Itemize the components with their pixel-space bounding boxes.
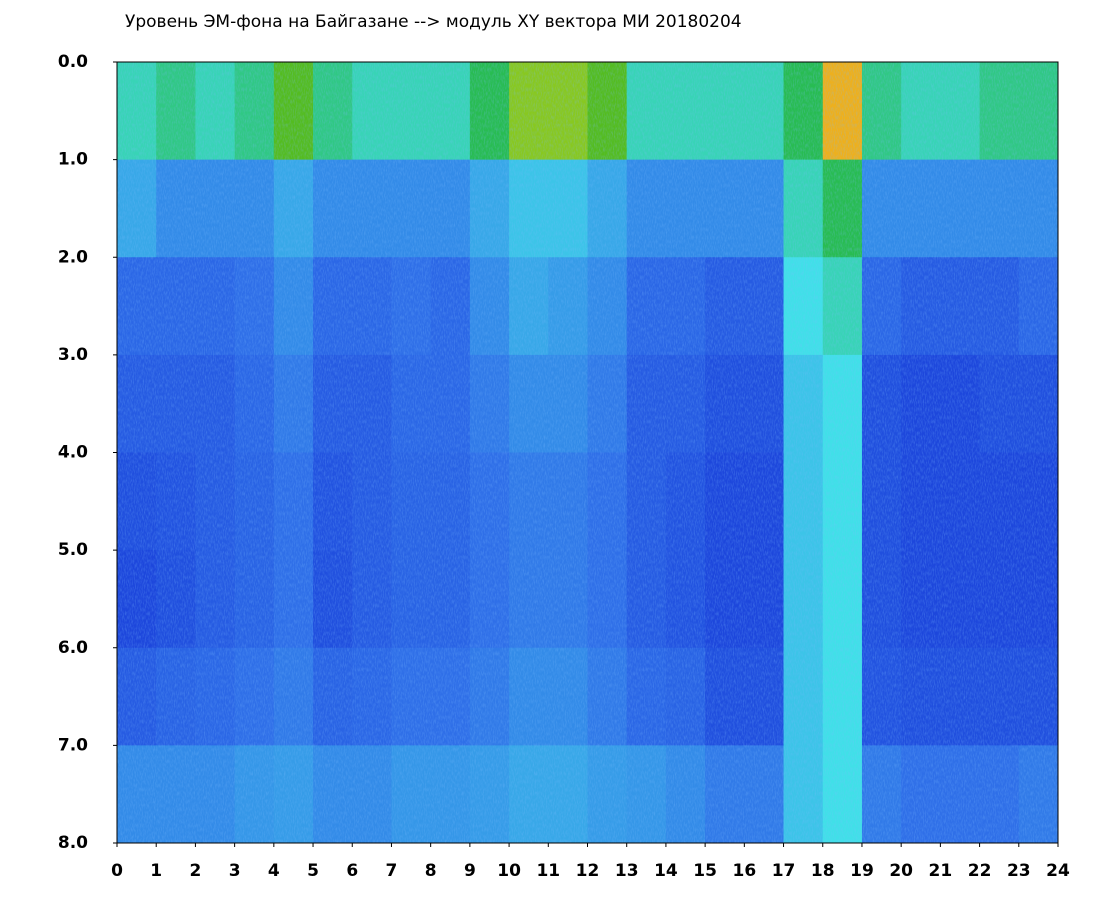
x-tick-label: 7 [386,861,398,881]
x-tick-label: 8 [425,861,437,881]
y-tick-label: 4.0 [58,443,88,463]
x-tick-label: 23 [1007,861,1031,881]
x-tick-label: 9 [464,861,476,881]
y-tick-label: 0.0 [58,52,88,72]
x-tick-label: 24 [1046,861,1070,881]
x-tick-label: 6 [346,861,358,881]
x-tick-label: 19 [850,861,874,881]
x-tick-label: 0 [111,861,123,881]
x-tick-label: 12 [576,861,600,881]
x-tick-label: 20 [889,861,913,881]
y-tick-label: 6.0 [58,638,88,658]
x-tick-label: 4 [268,861,280,881]
y-tick-label: 7.0 [58,735,88,755]
x-tick-label: 16 [732,861,756,881]
x-tick-label: 21 [929,861,953,881]
x-tick-label: 22 [968,861,992,881]
x-tick-label: 2 [189,861,201,881]
x-tick-label: 18 [811,861,835,881]
x-tick-label: 17 [772,861,796,881]
x-tick-label: 11 [536,861,560,881]
x-tick-label: 5 [307,861,319,881]
x-tick-label: 3 [229,861,241,881]
y-tick-label: 2.0 [58,247,88,267]
x-tick-label: 14 [654,861,678,881]
y-tick-label: 1.0 [58,150,88,170]
y-tick-label: 5.0 [58,540,88,560]
x-tick-label: 10 [497,861,521,881]
y-tick-label: 8.0 [58,833,88,853]
texture [117,62,1058,843]
y-tick-label: 3.0 [58,345,88,365]
chart-title: Уровень ЭМ-фона на Байгазане --> модуль … [125,12,742,32]
x-tick-label: 15 [693,861,717,881]
x-tick-label: 13 [615,861,639,881]
x-tick-label: 1 [150,861,162,881]
